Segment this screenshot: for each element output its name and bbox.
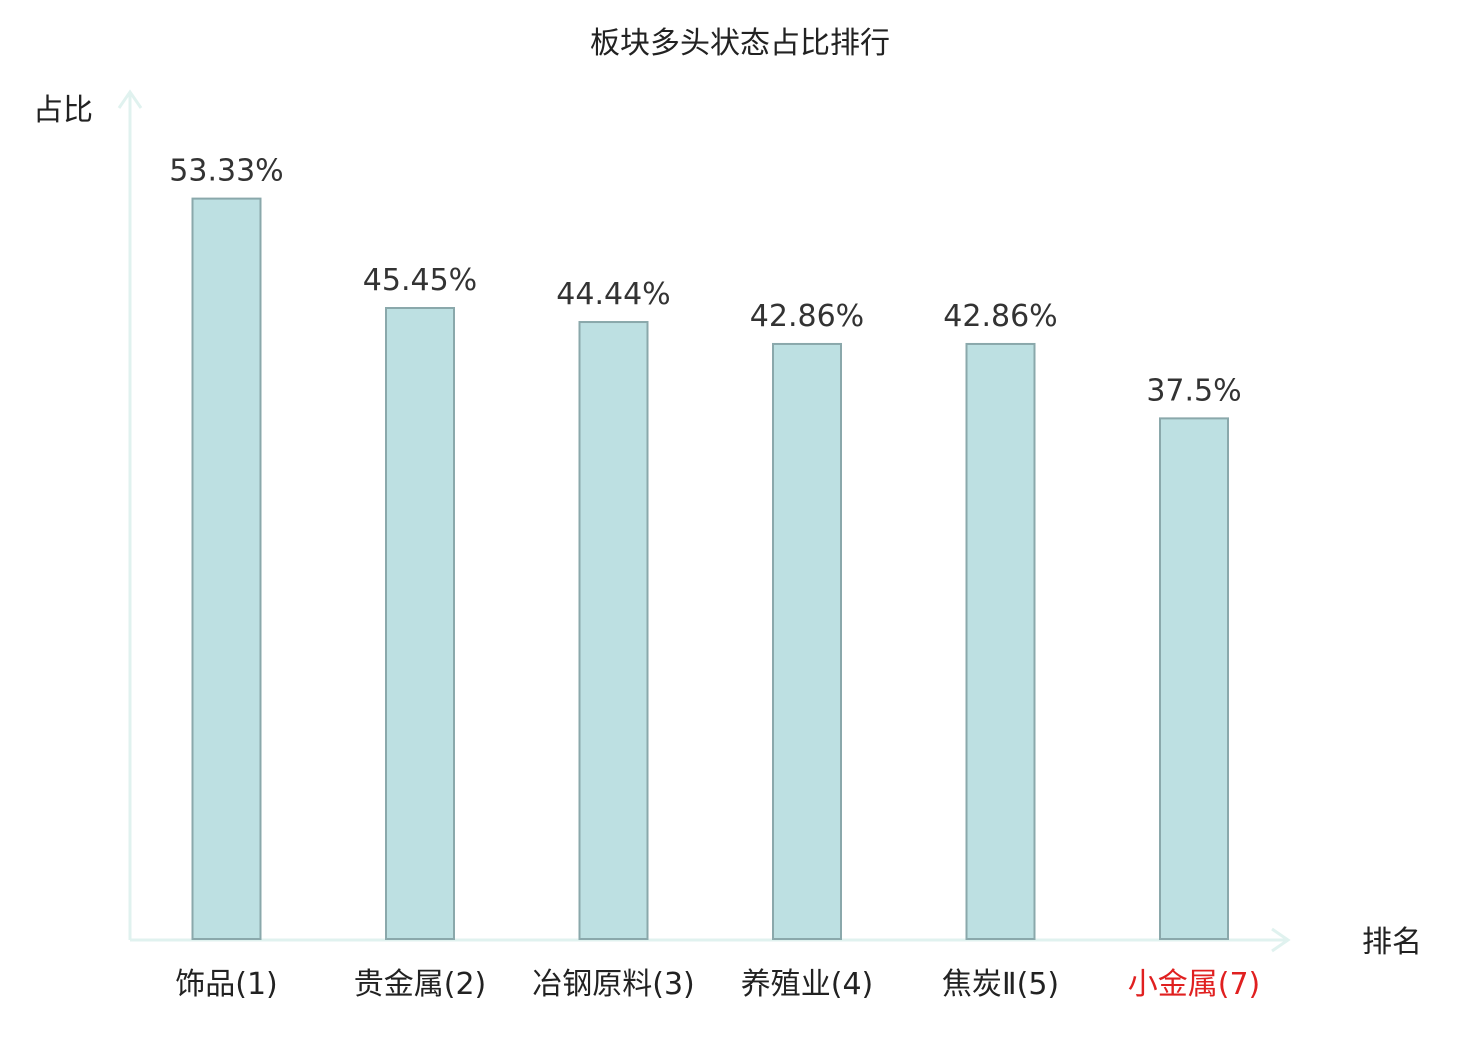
category-tick-label: 饰品(1) [175, 967, 278, 1002]
bar [965, 342, 1036, 940]
bar [578, 321, 649, 940]
value-labels: 53.33% 45.45% 44.44% 42.86% 42.86% 37.5% [169, 154, 1241, 409]
bar-value-label: 37.5% [1146, 373, 1241, 408]
category-tick-label: 养殖业(4) [741, 967, 874, 1002]
x-axis: 排名 [130, 925, 1422, 960]
bar-value-label: 42.86% [943, 299, 1057, 334]
category-labels: 饰品(1) 贵金属(2) 冶钢原料(3) 养殖业(4) 焦炭Ⅱ(5) 小金属(7) [175, 967, 1260, 1002]
y-axis-label: 占比 [33, 93, 93, 128]
bar-value-label: 44.44% [556, 277, 670, 312]
bar-series [191, 197, 1229, 941]
y-axis-arrowhead [117, 89, 143, 109]
x-axis-label: 排名 [1362, 925, 1422, 960]
bar [191, 197, 262, 941]
bar [385, 307, 455, 940]
bar-value-label: 45.45% [363, 263, 477, 298]
bar [772, 342, 842, 940]
chart-title: 板块多头状态占比排行 [590, 26, 890, 61]
category-tick-label: 冶钢原料(3) [532, 967, 695, 1002]
y-axis: 占比 [33, 89, 143, 940]
category-tick-label: 焦炭Ⅱ(5) [942, 967, 1059, 1002]
x-axis-arrowhead [1271, 927, 1291, 953]
category-tick-label: 小金属(7) [1128, 967, 1261, 1002]
bar [1159, 417, 1229, 940]
bar-value-label: 42.86% [750, 299, 864, 334]
category-tick-label: 贵金属(2) [354, 967, 487, 1002]
bar-value-label: 53.33% [169, 154, 283, 189]
